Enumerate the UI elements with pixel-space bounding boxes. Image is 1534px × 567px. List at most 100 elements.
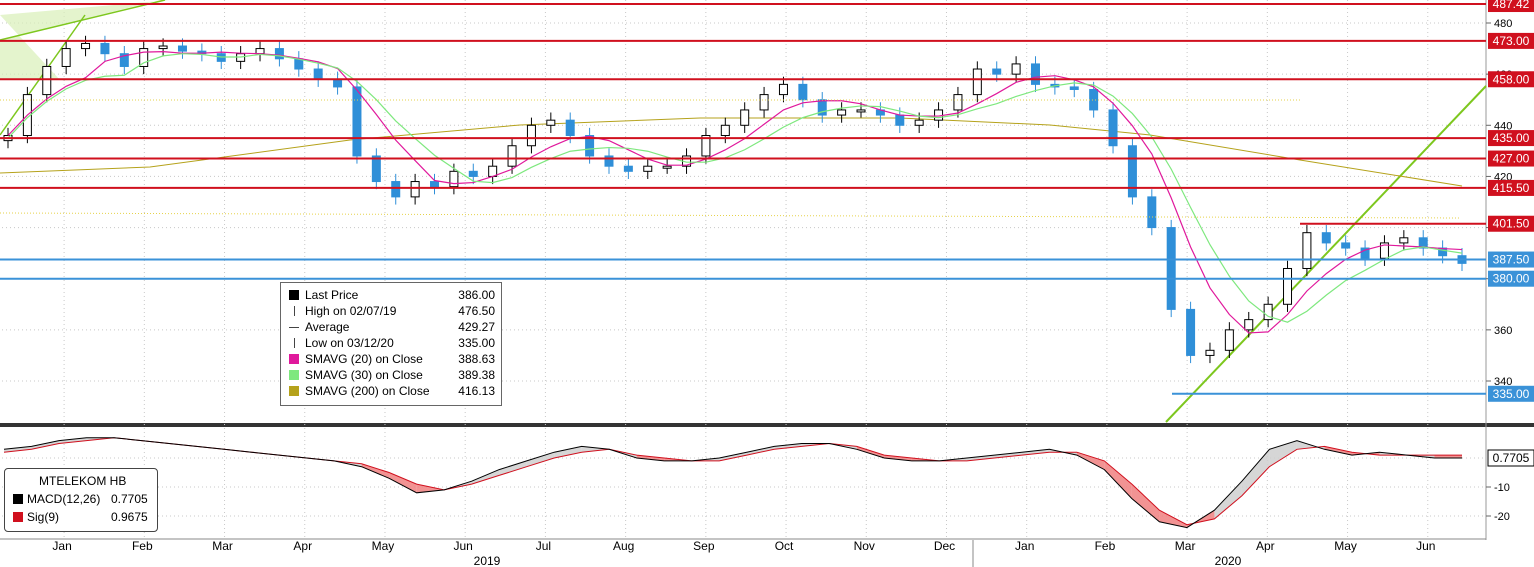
- trend-line: [1165, 85, 1487, 423]
- support-level-tag: [1488, 251, 1534, 268]
- y-tick-label: 480: [1494, 18, 1512, 30]
- legend-last-price-value: 386.00: [458, 288, 495, 302]
- candle-body: [1283, 267, 1293, 305]
- sma30-swatch: [289, 370, 299, 380]
- candle-body: [42, 65, 52, 96]
- candle-body: [914, 119, 924, 126]
- candle-body: [895, 114, 905, 126]
- legend-row-average: Average 429.27: [281, 319, 501, 335]
- macd-histogram-area: [31, 440, 60, 450]
- sma200-swatch: [289, 386, 299, 396]
- candle-body: [565, 119, 575, 137]
- candle-body: [759, 94, 769, 111]
- legend-row-high: High on 02/07/19 476.50: [281, 303, 501, 319]
- candle-body: [740, 109, 750, 126]
- resistance-level-tag: [1488, 32, 1534, 49]
- legend-sma30-label: SMAVG (30) on Close: [305, 368, 423, 382]
- sma20-swatch: [289, 354, 299, 364]
- macd-histogram-area: [554, 446, 582, 458]
- resistance-level-tag: [1488, 71, 1534, 88]
- macd-histogram-area: [4, 446, 32, 453]
- candle-body: [274, 48, 284, 60]
- candle-body: [1399, 237, 1409, 244]
- candle-body: [1321, 232, 1331, 244]
- macd-legend: MTELEKOM HB MACD(12,26) 0.7705 Sig(9) 0.…: [4, 468, 158, 532]
- y-tick-label: 440: [1494, 120, 1512, 132]
- resistance-level-label: 427.00: [1493, 152, 1530, 166]
- trend-channel-upper: [0, 0, 166, 41]
- month-label: Apr: [1256, 539, 1275, 553]
- legend-row-sma200: SMAVG (200) on Close 416.13: [281, 383, 501, 399]
- candle-body: [119, 53, 129, 67]
- candle-body: [507, 145, 517, 167]
- candle-body: [177, 45, 187, 52]
- candle-body: [1205, 349, 1215, 356]
- macd-histogram-area: [884, 455, 912, 461]
- macd-histogram-area: [966, 455, 995, 461]
- macd-value: 0.7705: [111, 492, 148, 506]
- sma200-line: [0, 117, 1463, 187]
- macd-legend-row: MACD(12,26) 0.7705: [5, 491, 157, 507]
- support-level-label: 335.00: [1493, 387, 1530, 401]
- macd-histogram-area: [526, 452, 555, 467]
- legend-low-label: Low on 03/12/20: [305, 336, 394, 350]
- legend-row-last-price: Last Price 386.00: [281, 287, 501, 303]
- candle-body: [1166, 227, 1176, 310]
- price-legend: Last Price 386.00 High on 02/07/19 476.5…: [280, 282, 502, 406]
- legend-row-low: Low on 03/12/20 335.00: [281, 335, 501, 351]
- resistance-level-label: 487.42: [1493, 0, 1530, 11]
- reference-dotted-line: [0, 212, 1461, 219]
- month-label: Jun: [454, 539, 473, 553]
- signal-swatch: [13, 512, 23, 522]
- month-label: Jan: [52, 539, 71, 553]
- macd-histogram-area: [1241, 449, 1270, 496]
- legend-row-sma30: SMAVG (30) on Close 389.38: [281, 367, 501, 383]
- macd-histogram-area: [1159, 510, 1187, 528]
- legend-sma20-value: 388.63: [458, 352, 495, 366]
- candle-body: [313, 68, 323, 80]
- macd-label: MACD(12,26): [27, 492, 101, 506]
- month-label: May: [1334, 539, 1357, 553]
- month-label: Feb: [132, 539, 153, 553]
- candle-body: [526, 124, 536, 147]
- candle-body: [1341, 242, 1351, 249]
- candle-body: [972, 68, 982, 96]
- candle-body: [623, 165, 633, 172]
- low-marker-icon: [294, 338, 295, 348]
- candle-body: [81, 42, 91, 50]
- trend-channel-fill: [0, 0, 170, 80]
- macd-histogram-area: [856, 446, 885, 458]
- month-label: Oct: [775, 539, 794, 553]
- macd-last-tag: [1487, 449, 1534, 467]
- resistance-level-label: 415.50: [1493, 181, 1530, 195]
- year-label: 2019: [474, 554, 501, 567]
- macd-histogram-area: [1434, 455, 1462, 458]
- candle-body: [158, 45, 168, 50]
- macd-histogram-area: [1076, 452, 1105, 470]
- legend-sma200-label: SMAVG (200) on Close: [305, 384, 430, 398]
- legend-sma200-value: 416.13: [458, 384, 495, 398]
- signal-value: 0.9675: [111, 510, 148, 524]
- candle-body: [352, 86, 362, 157]
- support-level-label: 380.00: [1493, 272, 1530, 286]
- candle-body: [139, 48, 149, 67]
- candle-body: [1186, 308, 1196, 356]
- macd-histogram-area: [581, 446, 610, 453]
- month-label: May: [372, 539, 395, 553]
- panel-separator: [0, 423, 1534, 427]
- candle-body: [856, 109, 866, 113]
- y-tick-label: 340: [1494, 376, 1512, 388]
- candle-body: [100, 42, 110, 55]
- month-label: Apr: [293, 539, 312, 553]
- legend-average-label: Average: [305, 320, 350, 334]
- macd-ticker: MTELEKOM HB: [39, 474, 127, 488]
- month-label: Dec: [934, 539, 955, 553]
- candle-body: [1147, 196, 1157, 229]
- month-label: Nov: [854, 539, 875, 553]
- macd-histogram-area: [636, 455, 665, 461]
- legend-average-value: 429.27: [458, 320, 495, 334]
- candle-body: [1011, 63, 1021, 75]
- macd-tick-label: -10: [1494, 482, 1510, 494]
- month-label: Mar: [1175, 539, 1196, 553]
- candle-body: [1127, 145, 1137, 198]
